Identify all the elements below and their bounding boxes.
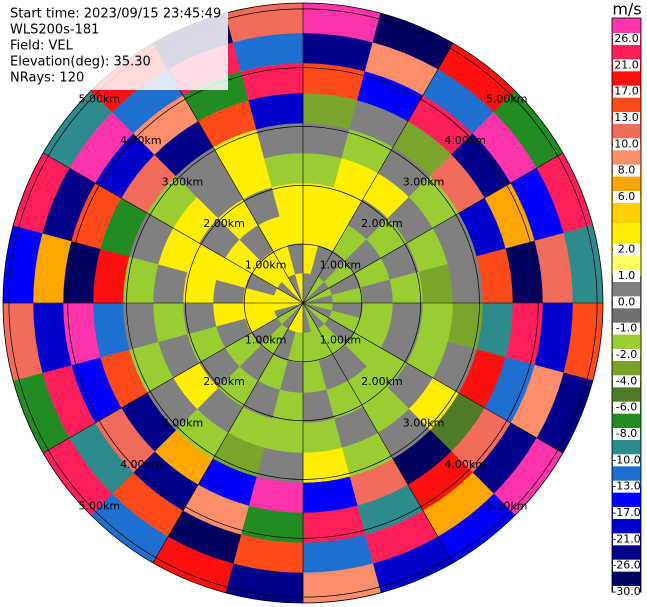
range-label: 3.00km xyxy=(162,175,204,188)
colorbar-label: m/s xyxy=(612,0,641,19)
colorbar-tick-bg xyxy=(613,586,640,598)
range-ring xyxy=(67,67,539,539)
colorbar-tick-bg xyxy=(613,401,640,414)
range-label: 5.00km xyxy=(486,92,528,105)
colorbar-tick-bg xyxy=(613,33,640,45)
spoke xyxy=(43,302,304,454)
colorbar-tick-label: -26.0 xyxy=(612,559,640,572)
colorbar-tick-label: 2.0 xyxy=(618,243,636,256)
spoke xyxy=(302,302,563,454)
colorbar-tick-bg xyxy=(613,112,640,124)
info-line: Field: VEL xyxy=(10,39,74,54)
range-label: 3.00km xyxy=(162,417,204,430)
range-ring xyxy=(243,243,363,363)
colorbar-tick-label: -30.0 xyxy=(612,585,640,598)
colorbar-tick-label: -10.0 xyxy=(612,453,640,466)
range-label: 1.00km xyxy=(245,333,287,346)
spoke xyxy=(302,43,454,304)
colorbar-tick-label: -1.0 xyxy=(616,322,637,335)
colorbar-tick-bg xyxy=(613,559,640,572)
colorbar-tick-bg xyxy=(613,164,640,177)
range-label: 4.00km xyxy=(444,458,486,471)
spoke xyxy=(302,152,563,304)
colorbar-tick-label: -13.0 xyxy=(612,480,640,493)
colorbar-tick-label: 1.0 xyxy=(618,269,636,282)
colorbar-tick-bg xyxy=(613,454,640,467)
colorbar-tick-bg xyxy=(613,138,640,151)
colorbar-tick-bg xyxy=(613,349,640,361)
info-line: Start time: 2023/09/15 23:45:49 xyxy=(10,7,221,22)
colorbar-tick-bg xyxy=(613,296,640,309)
info: Start time: 2023/09/15 23:45:49WLS200s-1… xyxy=(10,7,221,86)
spoke xyxy=(152,302,304,563)
range-label: 2.00km xyxy=(203,375,245,388)
field xyxy=(2,2,604,604)
range-label: 4.00km xyxy=(120,458,162,471)
colorbar-tick-label: -6.0 xyxy=(616,401,637,414)
colorbar-tick-label: 26.0 xyxy=(614,32,639,45)
grid: 1.00km 1.00km 1.00km 1.00km 2.00km 2.00km 2.00… xyxy=(2,2,604,604)
colorbar-tick-label: 13.0 xyxy=(614,111,639,124)
colorbar-tick-label: 6.0 xyxy=(618,190,636,203)
colorbar-tick-label: 8.0 xyxy=(618,164,636,177)
range-label: 4.00km xyxy=(444,134,486,147)
colorbar-tick-label: -8.0 xyxy=(616,427,637,440)
spoke xyxy=(302,302,454,563)
range-ring xyxy=(185,185,421,421)
colorbar-tick-bg xyxy=(613,428,640,440)
colorbar-tick-bg xyxy=(613,480,640,493)
info-line: Elevation(deg): 35.30 xyxy=(10,55,151,70)
colorbar-tick-bg xyxy=(613,191,640,203)
colorbar-tick-label: -17.0 xyxy=(612,506,640,519)
colorbar-tick-label: 0.0 xyxy=(618,295,636,308)
range-ring xyxy=(8,8,598,598)
colorbar: 26.0 21.0 17.0 13.0 10.0 8.0 6.0 2.0 1.0 0.0 -1.0 -… xyxy=(611,17,642,598)
colorbar-tick-bg xyxy=(613,507,640,519)
range-label: 2.00km xyxy=(203,217,245,230)
colorbar-tick-bg xyxy=(613,322,640,335)
range-label: 5.00km xyxy=(78,92,120,105)
range-label: 1.00km xyxy=(245,259,287,272)
colorbar-tick-bg xyxy=(613,375,640,388)
colorbar-tick-bg xyxy=(613,85,640,98)
colorbar-tick-label: 21.0 xyxy=(614,58,639,71)
range-label: 5.00km xyxy=(486,500,528,513)
range-label: 1.00km xyxy=(320,333,362,346)
colorbar-tick-label: -4.0 xyxy=(616,374,637,387)
colorbar-tick-bg xyxy=(613,243,640,256)
range-label: 4.00km xyxy=(120,134,162,147)
range-label: 1.00km xyxy=(320,259,362,272)
colorbar-tick-bg xyxy=(613,59,640,72)
outer-ring xyxy=(2,2,604,604)
info-box xyxy=(0,0,228,90)
colorbar-tick-label: -21.0 xyxy=(612,532,640,545)
colorbar-tick-bg xyxy=(613,533,640,546)
info-line: NRays: 120 xyxy=(10,71,84,86)
range-label: 3.00km xyxy=(403,175,445,188)
range-label: 5.00km xyxy=(78,500,120,513)
range-label: 2.00km xyxy=(361,375,403,388)
spoke xyxy=(43,152,304,304)
range-label: 3.00km xyxy=(403,417,445,430)
colorbar-tick-bg xyxy=(613,270,640,282)
colorbar-tick-label: 10.0 xyxy=(614,137,639,150)
info-line: WLS200s-181 xyxy=(10,23,99,38)
range-ring xyxy=(126,126,480,480)
colorbar-tick-label: 17.0 xyxy=(614,85,639,98)
range-label: 2.00km xyxy=(361,217,403,230)
colorbar-tick-label: -2.0 xyxy=(616,348,637,361)
